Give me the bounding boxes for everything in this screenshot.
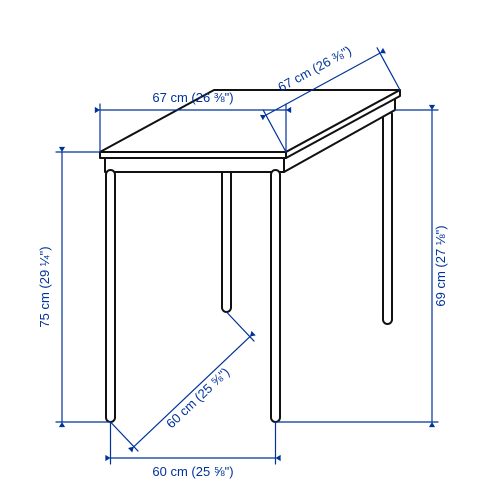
dimension-drawing: 67 cm (26 ⅜") 67 cm (26 ⅜") 75 cm (29 ¼") 6… bbox=[0, 0, 500, 500]
dim-depth-top: 67 cm (26 ⅜") bbox=[275, 43, 354, 95]
dim-width-top: 67 cm (26 ⅜") bbox=[152, 90, 233, 105]
dim-clearance-right: 69 cm (27 ⅛") bbox=[433, 225, 448, 306]
dim-height-left: 75 cm (29 ¼") bbox=[37, 246, 52, 327]
dim-width-bottom: 60 cm (25 ⅝") bbox=[152, 464, 233, 479]
dim-depth-bottom-left: 60 cm (25 ⅝") bbox=[163, 364, 232, 431]
